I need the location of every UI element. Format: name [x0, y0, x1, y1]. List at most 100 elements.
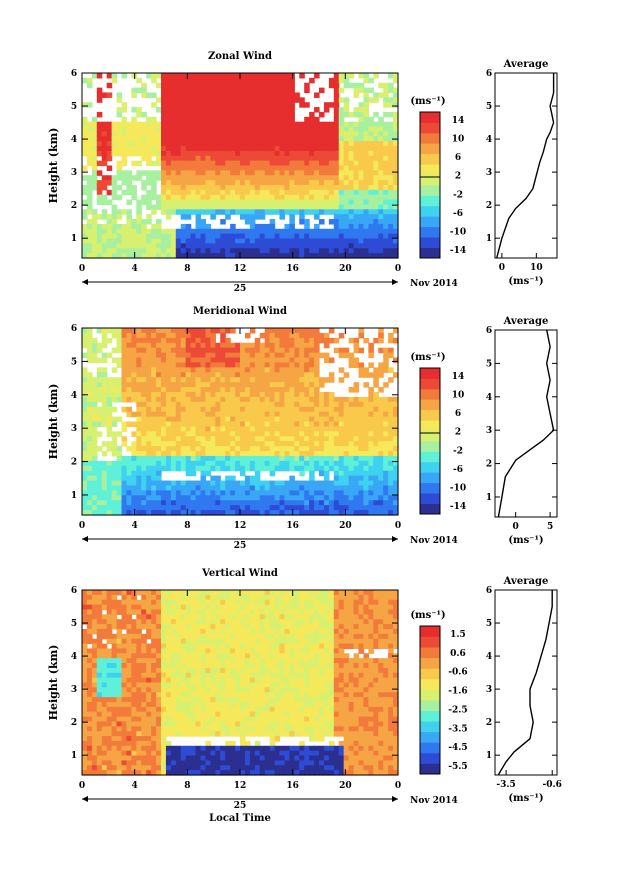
heatmap-cell — [249, 150, 256, 157]
heatmap-cell — [368, 126, 374, 133]
heatmap-cell — [215, 248, 221, 254]
heatmap-cell — [185, 87, 192, 94]
heatmap-cell — [353, 92, 360, 98]
heatmap-cell — [294, 352, 300, 359]
heatmap-cell — [131, 238, 137, 244]
heatmap-cell — [141, 677, 147, 684]
heatmap-cell — [215, 180, 221, 186]
heatmap-cell — [151, 663, 157, 669]
heatmap-cell — [309, 136, 315, 142]
heatmap-cell — [161, 347, 167, 354]
heatmap-cell — [314, 406, 320, 413]
heatmap-cell — [121, 510, 128, 516]
heatmap-cell — [294, 180, 300, 186]
heatmap-cell — [156, 495, 162, 501]
heatmap-cell — [175, 441, 182, 447]
heatmap-cell — [151, 436, 157, 442]
heatmap-cell — [393, 141, 399, 147]
heatmap-cell — [363, 500, 369, 506]
heatmap-cell — [338, 233, 345, 240]
heatmap-cell — [393, 500, 399, 506]
heatmap-cell — [111, 687, 118, 693]
heatmap-cell — [126, 446, 132, 452]
heatmap-cell — [141, 253, 147, 259]
heatmap-cell — [200, 199, 207, 206]
heatmap-cell — [111, 141, 118, 147]
heatmap-cell — [363, 372, 369, 378]
heatmap-cell — [156, 692, 162, 698]
heatmap-cell — [116, 194, 123, 201]
heatmap-cell — [269, 357, 276, 364]
heatmap-cell — [269, 223, 276, 230]
heatmap-cell — [358, 146, 365, 152]
heatmap-cell — [170, 436, 177, 442]
heatmap-cell — [269, 102, 276, 108]
heatmap-cell — [136, 131, 142, 137]
heatmap-cell — [161, 431, 167, 437]
heatmap-cell — [289, 441, 295, 447]
heatmap-cell — [328, 253, 335, 259]
x-tick-label: 0 — [395, 264, 401, 274]
heatmap-cell — [111, 638, 118, 645]
heatmap-cell — [91, 416, 98, 423]
heatmap-cell — [353, 337, 360, 344]
heatmap-cell — [333, 180, 340, 186]
heatmap-cell — [96, 692, 103, 698]
heatmap-cell — [111, 233, 118, 240]
heatmap-cell — [165, 396, 172, 403]
heatmap-cell — [343, 460, 350, 467]
heatmap-cell — [156, 451, 162, 457]
heatmap-cell — [279, 465, 286, 472]
heatmap-cell — [205, 102, 211, 108]
heatmap-cell — [131, 755, 137, 761]
colorbar-swatch — [420, 503, 440, 515]
heatmap-cell — [294, 421, 300, 428]
heatmap-cell — [220, 485, 226, 491]
heatmap-cell — [323, 155, 330, 162]
heatmap-cell — [323, 342, 330, 349]
heatmap-cell — [101, 332, 108, 339]
heatmap-cell — [299, 436, 305, 442]
heatmap-cell — [244, 150, 251, 157]
heatmap-cell — [136, 451, 142, 457]
heatmap-cell — [230, 362, 236, 368]
heatmap-cell — [259, 223, 266, 230]
heatmap-cell — [185, 180, 192, 186]
heatmap-cell — [368, 160, 374, 167]
heatmap-cell — [279, 199, 286, 206]
heatmap-cell — [91, 223, 98, 230]
heatmap-cell — [91, 701, 98, 708]
heatmap-cell — [101, 377, 108, 383]
heatmap-cell — [82, 165, 88, 171]
heatmap-cell — [393, 328, 399, 334]
heatmap-cell — [378, 500, 384, 506]
heatmap-cell — [393, 465, 399, 472]
heatmap-cell — [254, 382, 261, 388]
heatmap-cell — [353, 455, 360, 462]
y-tick-label: 1 — [71, 491, 77, 501]
heatmap-cell — [86, 658, 93, 664]
heatmap-cell — [319, 126, 325, 133]
heatmap-cell — [314, 328, 320, 334]
heatmap-cell — [195, 495, 202, 501]
heatmap-cell — [96, 465, 103, 472]
heatmap-cell — [378, 416, 384, 423]
heatmap-cell — [180, 243, 187, 249]
heatmap-cell — [101, 150, 108, 157]
heatmap-cell — [200, 219, 207, 225]
heatmap-cell — [388, 377, 394, 383]
heatmap-cell — [274, 421, 281, 428]
heatmap-cell — [151, 460, 157, 467]
heatmap-cell — [146, 765, 152, 771]
heatmap-cell — [378, 396, 384, 403]
heatmap-cell — [165, 421, 172, 428]
heatmap-cell — [254, 194, 261, 201]
heatmap-cell — [200, 401, 207, 408]
heatmap-cell — [235, 451, 241, 457]
heatmap-cell — [151, 223, 157, 230]
heatmap-cell — [101, 658, 108, 664]
heatmap-cell — [309, 441, 315, 447]
heatmap-cell — [338, 136, 345, 142]
heatmap-cell — [269, 131, 276, 137]
heatmap-cell — [200, 165, 207, 171]
